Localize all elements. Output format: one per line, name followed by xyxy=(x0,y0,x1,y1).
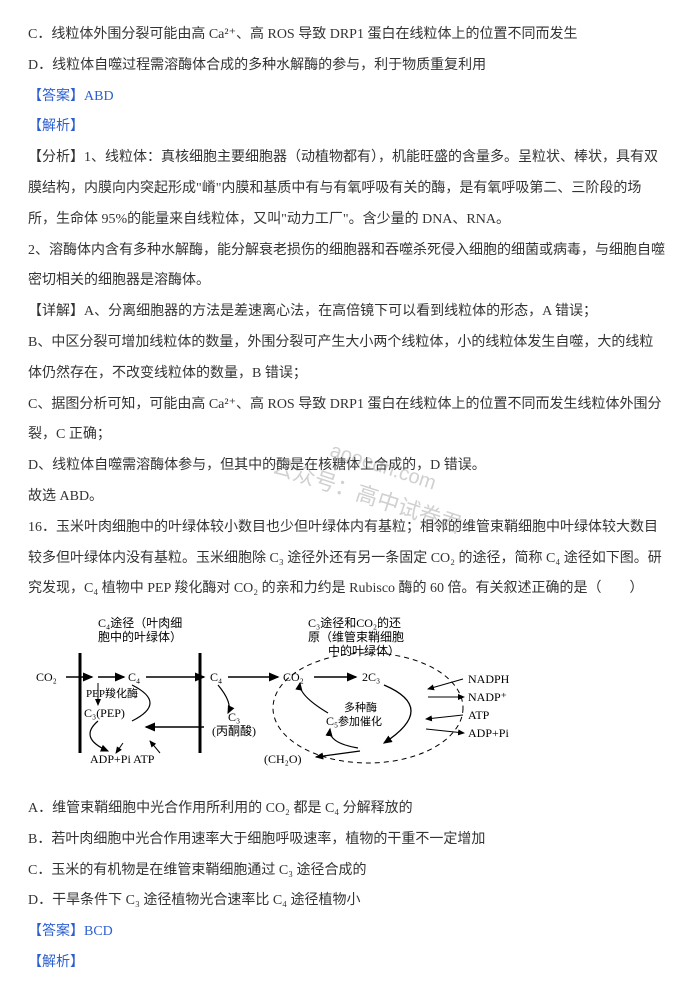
co2-mid: CO₂ xyxy=(283,670,304,684)
adp-atp-left: ADP+Pi ATP xyxy=(90,752,155,766)
pyruvate-label: (丙酮酸) xyxy=(212,723,256,738)
c3-pyruvate: C₃ xyxy=(228,710,240,724)
q16-option-b: B．若叶肉细胞中光合作用速率大于细胞呼吸速率，植物的干重不一定增加 xyxy=(28,825,665,856)
c5-label: C₅ xyxy=(326,714,338,728)
pep-enzyme: PEP羧化酶 xyxy=(86,686,138,700)
nadp: NADP⁺ xyxy=(468,690,507,704)
two-c3: 2C₃ xyxy=(362,670,380,684)
diagram-title-right2: 原（维管束鞘细胞 xyxy=(308,629,404,644)
option-c: C．线粒体外围分裂可能由高 Ca²⁺、高 ROS 导致 DRP1 蛋白在线粒体上… xyxy=(28,20,665,51)
answer-label-2: 【答案】BCD xyxy=(28,917,665,948)
detail-d: D、线粒体自噬需溶酶体参与，但其中的酶是在核糖体上合成的，D 错误。 xyxy=(28,451,665,482)
ch2o: (CH₂O) xyxy=(264,752,302,766)
diagram-title-left2: 胞中的叶绿体） xyxy=(98,629,182,644)
co2-in: CO₂ xyxy=(36,670,57,684)
analysis-text-1: 【分析】1、线粒体：真核细胞主要细胞器（动植物都有），机能旺盛的含量多。呈粒状、… xyxy=(28,143,665,235)
analysis-label-2: 【解析】 xyxy=(28,948,665,979)
multi-enzyme1: 多种酶 xyxy=(344,700,377,714)
c4-pathway-diagram: C₄途径（叶肉细 胞中的叶绿体） C₃途径和CO₂的还 原（维管束鞘细胞 中的叶… xyxy=(28,613,665,786)
q16-option-d: D．干旱条件下 C₃ 途径植物光合速率比 C₄ 途径植物小 xyxy=(28,886,665,917)
option-d: D．线粒体自噬过程需溶酶体合成的多种水解酶的参与，利于物质重复利用 xyxy=(28,51,665,82)
analysis-text-2: 2、溶酶体内含有多种水解酶，能分解衰老损伤的细胞器和吞噬杀死侵入细胞的细菌或病毒… xyxy=(28,236,665,298)
detail-a: 【详解】A、分离细胞器的方法是差速离心法，在高倍镜下可以看到线粒体的形态，A 错… xyxy=(28,297,665,328)
c4-right: C₄ xyxy=(210,670,222,684)
adp-pi-r: ADP+Pi xyxy=(468,726,509,740)
c3-pep: C₃(PEP) xyxy=(84,706,125,720)
diagram-title-right3: 中的叶绿体） xyxy=(328,643,400,658)
diagram-title-right: C₃途径和CO₂的还 xyxy=(308,615,401,630)
detail-c: C、据图分析可知，可能由高 Ca²⁺、高 ROS 导致 DRP1 蛋白在线粒体上… xyxy=(28,390,665,452)
answer-label-1: 【答案】ABD xyxy=(28,82,665,113)
atp-r: ATP xyxy=(468,708,490,722)
question-16: 16．玉米叶肉细胞中的叶绿体较小数目也少但叶绿体内有基粒；相邻的维管束鞘细胞中叶… xyxy=(28,513,665,605)
nadph: NADPH xyxy=(468,672,510,686)
q16-option-c: C．玉米的有机物是在维管束鞘细胞通过 C₃ 途径合成的 xyxy=(28,856,665,887)
q16-option-a: A．维管束鞘细胞中光合作用所利用的 CO₂ 都是 C₄ 分解释放的 xyxy=(28,794,665,825)
analysis-label-1: 【解析】 xyxy=(28,112,665,143)
c4-left: C₄ xyxy=(128,670,140,684)
so-choose: 故选 ABD。 xyxy=(28,482,665,513)
multi-enzyme2: 参加催化 xyxy=(338,714,382,728)
detail-b: B、中区分裂可增加线粒体的数量，外围分裂可产生大小两个线粒体，小的线粒体发生自噬… xyxy=(28,328,665,390)
diagram-title-left: C₄途径（叶肉细 xyxy=(98,615,182,630)
